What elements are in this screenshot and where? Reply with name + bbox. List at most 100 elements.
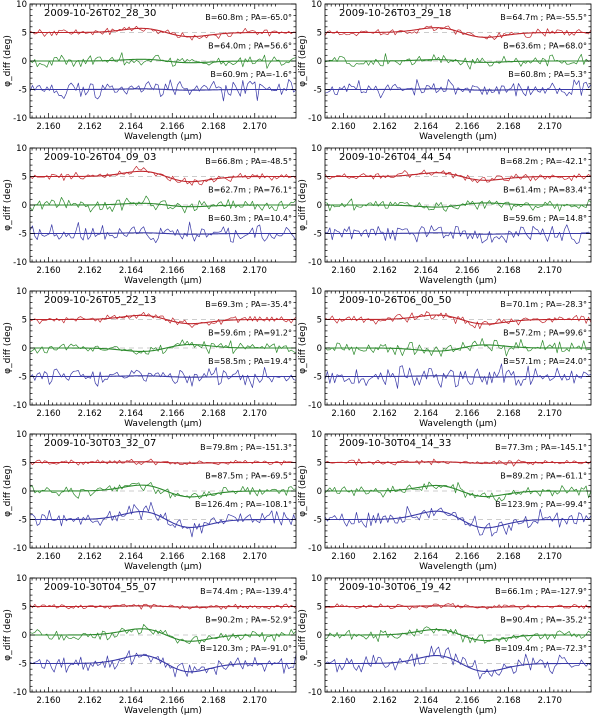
x-tick-label: 2.170: [538, 122, 562, 132]
y-axis-label: φ_diff (deg): [3, 322, 13, 374]
panel-7: -10 -5 0 5 10 2.160 2.162 2.164 2.166 2.168 2.170 W…: [3, 430, 297, 572]
series-3-observed-line: [324, 224, 592, 245]
series-annotation: B=70.1m ; PA=-28.3°: [500, 300, 587, 309]
series-annotation: B=68.2m ; PA=-42.1°: [500, 157, 587, 166]
series-3-observed-line: [29, 79, 297, 102]
x-axis-label: Wavelength (μm): [124, 276, 202, 286]
series-1-fit-line: [325, 461, 591, 464]
y-tick-label: -5: [314, 516, 322, 526]
x-tick-label: 2.160: [36, 696, 60, 706]
series-annotation: B=57.2m ; PA=99.6°: [503, 328, 587, 337]
series-2-observed-line: [324, 53, 592, 70]
panel-title: 2009-10-26T03_29_18: [339, 8, 451, 19]
series-1-observed-line: [29, 25, 297, 41]
y-tick-label: 10: [311, 574, 322, 584]
series-annotation: B=60.3m ; PA=10.4°: [208, 214, 292, 223]
y-tick-label: 0: [317, 57, 322, 67]
panel-title: 2009-10-26T06_00_50: [339, 295, 451, 306]
y-tick-label: 0: [317, 201, 322, 211]
x-axis-label: Wavelength (μm): [419, 132, 497, 142]
panel-title: 2009-10-30T04_14_33: [339, 438, 451, 449]
x-tick-label: 2.164: [414, 696, 438, 706]
y-axis-label: φ_diff (deg): [298, 35, 308, 87]
x-tick-label: 2.168: [201, 409, 225, 419]
series-1-fit-line: [325, 314, 591, 325]
panel-title: 2009-10-30T04_55_07: [44, 582, 156, 593]
x-tick-label: 2.166: [455, 696, 479, 706]
y-tick-label: -5: [314, 230, 322, 240]
y-tick-label: -10: [13, 114, 27, 124]
x-tick-label: 2.164: [119, 266, 143, 276]
series-2-observed-line: [324, 198, 592, 212]
y-tick-label: 10: [16, 430, 27, 440]
series-2-fit-line: [30, 484, 296, 498]
x-axis-label: Wavelength (μm): [124, 706, 202, 716]
panel-4: -10 -5 0 5 10 2.160 2.162 2.164 2.166 2.168 2.170 W…: [298, 144, 592, 286]
x-tick-label: 2.170: [538, 696, 562, 706]
y-tick-label: 0: [22, 201, 27, 211]
series-annotation: B=79.8m ; PA=-151.3°: [200, 443, 292, 452]
series-3-observed-line: [324, 363, 592, 389]
series-annotation: B=60.8m ; PA=-65.0°: [205, 13, 292, 22]
series-annotation: B=64.0m ; PA=56.6°: [208, 41, 292, 50]
y-tick-label: -10: [308, 544, 322, 554]
series-1-fit-line: [30, 605, 296, 608]
series-annotation: B=62.7m ; PA=76.1°: [208, 185, 292, 194]
y-axis-label: φ_diff (deg): [3, 465, 13, 517]
series-annotation: B=60.8m ; PA=5.3°: [508, 70, 587, 79]
x-tick-label: 2.162: [78, 409, 102, 419]
y-tick-label: 0: [22, 344, 27, 354]
panel-title: 2009-10-30T03_32_07: [44, 438, 156, 449]
y-axis-label: φ_diff (deg): [298, 609, 308, 661]
series-3-fit-line: [30, 88, 296, 91]
y-tick-label: -5: [19, 373, 27, 383]
panel-title: 2009-10-26T05_22_13: [44, 295, 156, 306]
x-tick-label: 2.162: [373, 552, 397, 562]
series-1-fit-line: [30, 314, 296, 325]
y-tick-label: -10: [308, 114, 322, 124]
x-tick-label: 2.170: [243, 409, 267, 419]
x-tick-label: 2.170: [243, 552, 267, 562]
series-annotation: B=66.1m ; PA=-127.9°: [495, 587, 587, 596]
x-tick-label: 2.164: [119, 122, 143, 132]
x-axis-label: Wavelength (μm): [124, 419, 202, 429]
series-annotation: B=60.9m ; PA=-1.6°: [210, 70, 292, 79]
y-tick-label: -10: [13, 401, 27, 411]
y-tick-label: -5: [19, 516, 27, 526]
series-annotation: B=57.1m ; PA=24.0°: [503, 357, 587, 366]
x-axis-label: Wavelength (μm): [419, 419, 497, 429]
x-tick-label: 2.168: [201, 122, 225, 132]
panel-title: 2009-10-26T04_09_03: [44, 152, 156, 163]
x-tick-label: 2.160: [36, 409, 60, 419]
series-2-observed-line: [29, 624, 297, 645]
x-tick-label: 2.170: [538, 409, 562, 419]
y-axis-label: φ_diff (deg): [298, 322, 308, 374]
series-3-fit-line: [325, 88, 591, 91]
series-1-fit-line: [325, 605, 591, 608]
x-axis-label: Wavelength (μm): [419, 276, 497, 286]
panel-3: -10 -5 0 5 10 2.160 2.162 2.164 2.166 2.168 2.170 W…: [3, 144, 297, 286]
series-1-fit-line: [30, 27, 296, 38]
x-tick-label: 2.164: [414, 552, 438, 562]
y-axis-label: φ_diff (deg): [3, 609, 13, 661]
series-2-fit-line: [30, 628, 296, 642]
y-tick-label: 5: [317, 29, 322, 39]
panel-9: -10 -5 0 5 10 2.160 2.162 2.164 2.166 2.168 2.170 W…: [3, 574, 297, 716]
series-1-observed-line: [324, 311, 592, 330]
y-tick-label: 5: [22, 316, 27, 326]
x-tick-label: 2.166: [160, 122, 184, 132]
panel-title: 2009-10-30T06_19_42: [339, 582, 451, 593]
x-tick-label: 2.164: [119, 696, 143, 706]
series-2-fit-line: [325, 59, 591, 63]
series-2-observed-line: [324, 338, 592, 357]
y-tick-label: -5: [19, 660, 27, 670]
series-annotation: B=90.2m ; PA=-52.9°: [205, 615, 292, 624]
x-tick-label: 2.168: [496, 409, 520, 419]
y-tick-label: 10: [311, 0, 322, 10]
x-tick-label: 2.162: [373, 266, 397, 276]
x-tick-label: 2.166: [455, 552, 479, 562]
x-tick-label: 2.162: [78, 552, 102, 562]
x-tick-label: 2.168: [496, 696, 520, 706]
x-tick-label: 2.162: [373, 409, 397, 419]
